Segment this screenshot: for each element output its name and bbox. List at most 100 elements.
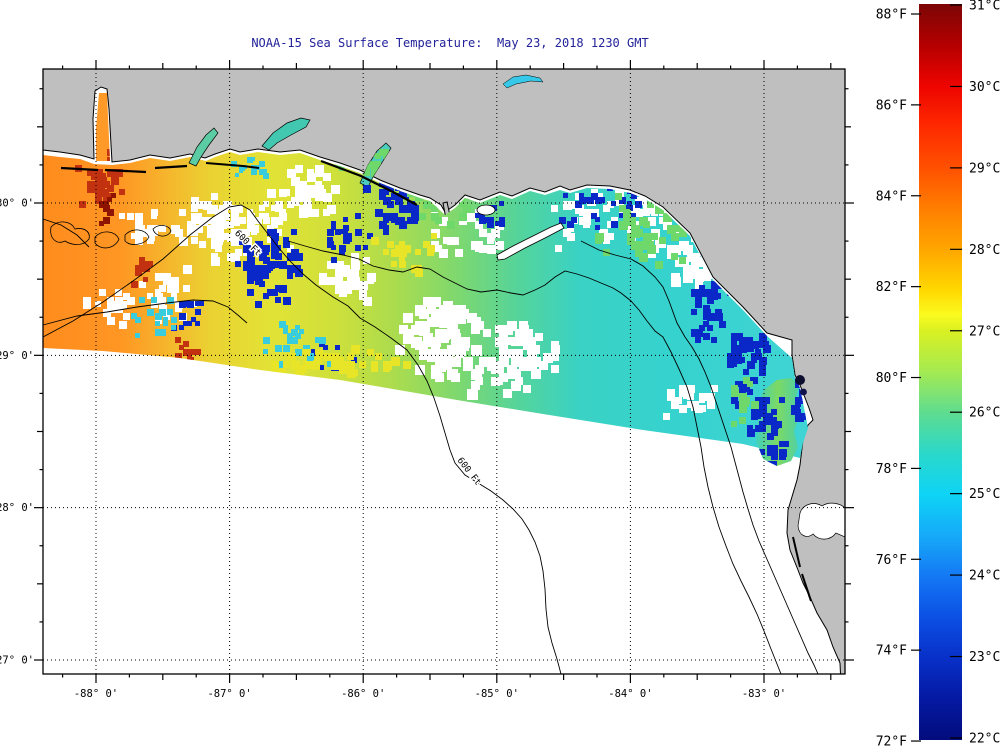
sst-pixel: [731, 349, 739, 357]
sst-pixel: [611, 201, 616, 206]
sst-pixel: [383, 229, 389, 235]
sst-pixel: [143, 261, 149, 267]
sst-pixel: [479, 357, 489, 367]
sst-pixel: [495, 325, 503, 333]
sst-pixel: [279, 285, 287, 293]
sst-pixel: [155, 273, 163, 281]
sst-pixel: [335, 261, 344, 270]
sst-pixel: [515, 349, 523, 357]
sst-pixel: [267, 237, 273, 243]
sst-pixel: [679, 385, 687, 393]
sst-pixel: [543, 353, 553, 363]
sst-pixel: [303, 345, 310, 352]
sst-pixel: [651, 209, 658, 216]
sst-pixel: [139, 225, 145, 231]
sst-pixel: [679, 229, 687, 237]
sst-pixel: [551, 365, 559, 373]
sst-pixel: [739, 381, 747, 389]
sst-pixel: [271, 361, 279, 369]
sst-pixel: [175, 353, 182, 360]
marsh-island: [124, 229, 150, 245]
sst-pixel: [455, 345, 466, 356]
sst-pixel: [599, 197, 605, 203]
sst-pixel: [707, 401, 715, 409]
sst-pixel: [331, 185, 340, 194]
sst-pixel: [751, 353, 757, 359]
sst-pixel: [419, 321, 429, 331]
sst-pixel: [155, 329, 162, 336]
sst-pixel: [287, 253, 295, 261]
sst-pixel: [695, 337, 701, 343]
sst-pixel: [499, 329, 508, 338]
sst-pixel: [395, 245, 402, 252]
sst-pixel: [183, 349, 190, 356]
sst-pixel: [703, 321, 709, 327]
sst-pixel: [387, 185, 394, 192]
sst-pixel: [187, 301, 194, 308]
sst-pixel: [335, 285, 344, 294]
sst-pixel: [295, 369, 304, 378]
sst-pixel: [607, 201, 614, 208]
sst-pixel: [327, 205, 336, 214]
sst-pixel: [471, 369, 482, 380]
sst-pixel: [127, 297, 135, 305]
sst-pixel: [479, 213, 485, 219]
sst-pixel: [99, 289, 106, 296]
sst-pixel: [211, 257, 220, 266]
y-axis-labels: 30° 0' 29° 0' 28° 0' 27° 0': [0, 198, 34, 667]
sst-pixel: [247, 289, 254, 296]
sst-pixel: [747, 425, 753, 431]
sst-pixel: [239, 237, 247, 245]
sst-pixel: [435, 245, 442, 252]
sst-pixel: [567, 225, 574, 232]
sst-pixel: [411, 325, 421, 335]
contour-shelf-mid: [287, 240, 782, 675]
sst-pixel: [163, 313, 170, 320]
sst-pixel: [551, 353, 559, 361]
sst-pixel: [319, 189, 326, 196]
sst-pixel: [471, 241, 480, 250]
x-axis-label: -86° 0': [341, 688, 385, 700]
sst-pixel: [647, 201, 654, 208]
sst-pixel: [323, 193, 332, 202]
sst-pixel: [455, 249, 463, 257]
sst-pixel: [135, 269, 142, 276]
sst-pixel: [367, 273, 376, 282]
sst-pixel: [447, 329, 457, 339]
sst-pixel: [227, 253, 235, 261]
sst-pixel: [675, 397, 682, 404]
sst-pixel: [527, 361, 537, 371]
sst-pixel: [103, 189, 109, 195]
sst-pixel: [123, 293, 130, 300]
sst-pixel: [499, 357, 509, 367]
axis-ticks: [34, 60, 854, 683]
sst-pixel: [431, 205, 438, 212]
sst-pixel: [399, 325, 408, 334]
sst-pixel: [303, 201, 312, 210]
sst-pixel: [307, 169, 314, 176]
sst-pixel: [703, 265, 711, 273]
sst-pixel: [383, 149, 389, 155]
sst-pixel: [319, 337, 326, 344]
temperature-colorbar: 88°F 86°F 84°F 82°F 80°F 78°F 76°F 74°F 72°F 31°…: [876, 0, 1000, 750]
sst-pixel: [459, 309, 469, 319]
sst-pixel: [795, 413, 802, 420]
sst-pixel: [551, 205, 558, 212]
sst-pixel: [531, 369, 541, 379]
sst-pixel: [615, 193, 622, 200]
sst-pixel: [183, 265, 192, 274]
sst-pixel: [679, 405, 687, 413]
sst-pixel: [99, 185, 105, 191]
sst-pixel: [423, 297, 433, 307]
sst-pixel: [651, 233, 658, 240]
sst-pixel: [259, 169, 265, 175]
colorbar-c-label: 31°C: [969, 0, 1000, 14]
sst-pixel: [639, 241, 648, 250]
sst-pixel: [195, 349, 201, 355]
sst-pixel: [279, 213, 286, 220]
sst-pixel: [95, 177, 101, 183]
sst-pixel: [531, 345, 539, 353]
sst-pixel: [211, 205, 218, 212]
sst-pixel: [295, 253, 303, 261]
sst-pixel: [759, 365, 766, 372]
